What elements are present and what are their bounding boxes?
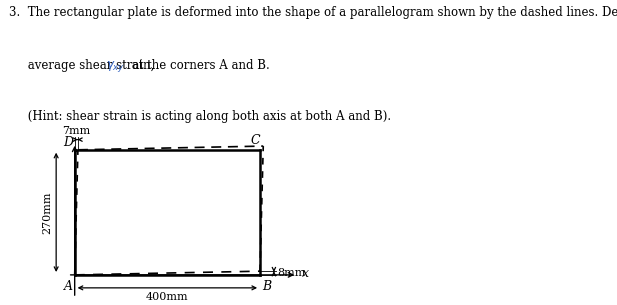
Text: 7mm: 7mm: [62, 126, 91, 136]
Text: A: A: [64, 280, 73, 293]
Text: average shear strain,: average shear strain,: [9, 59, 159, 72]
Text: 3.  The rectangular plate is deformed into the shape of a parallelogram shown by: 3. The rectangular plate is deformed int…: [9, 6, 617, 19]
Text: x: x: [302, 267, 308, 281]
Text: $\gamma_{xy}$: $\gamma_{xy}$: [106, 59, 125, 74]
Text: D: D: [63, 136, 73, 149]
Text: (Hint: shear strain is acting along both axis at both A and B).: (Hint: shear strain is acting along both…: [9, 110, 391, 123]
Text: B: B: [262, 280, 271, 293]
Text: 270mm: 270mm: [43, 191, 52, 234]
Text: at the corners A and B.: at the corners A and B.: [128, 59, 270, 72]
Text: C: C: [251, 135, 260, 148]
Text: 400mm: 400mm: [146, 292, 189, 303]
Text: 8mm: 8mm: [278, 268, 306, 278]
